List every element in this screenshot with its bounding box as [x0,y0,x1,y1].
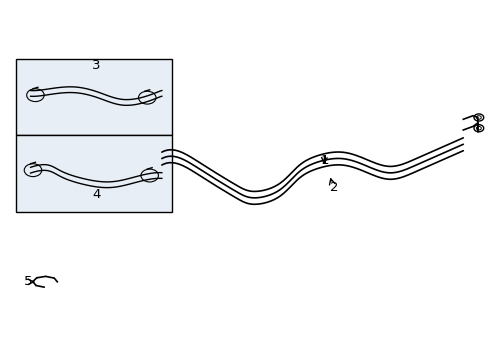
FancyBboxPatch shape [16,59,171,135]
Text: 5: 5 [24,275,32,288]
Text: 3: 3 [92,59,100,72]
Text: 4: 4 [92,188,100,201]
Text: 1: 1 [320,154,328,167]
Text: 2: 2 [329,181,338,194]
FancyBboxPatch shape [16,135,171,212]
